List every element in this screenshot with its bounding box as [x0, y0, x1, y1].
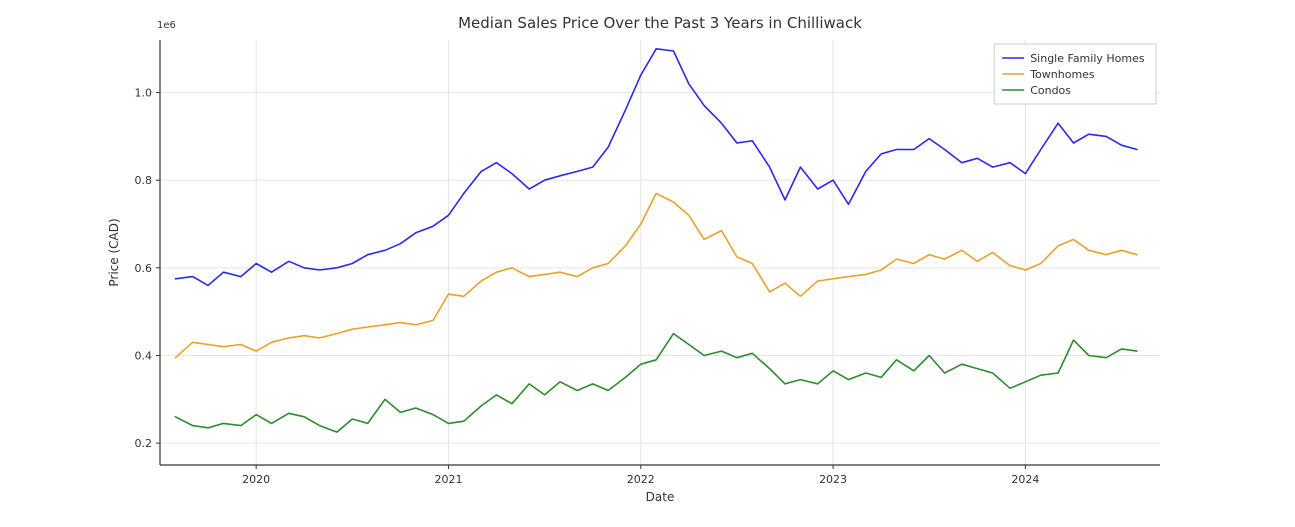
x-axis-label: Date	[646, 490, 675, 504]
legend-label: Townhomes	[1029, 68, 1095, 81]
y-tick-label: 0.8	[135, 174, 153, 187]
y-scale-label: 1e6	[157, 20, 176, 31]
x-tick-label: 2021	[434, 473, 462, 486]
chart-title: Median Sales Price Over the Past 3 Years…	[458, 14, 862, 32]
x-tick-label: 2024	[1011, 473, 1039, 486]
legend-label: Single Family Homes	[1030, 52, 1145, 65]
x-tick-label: 2022	[627, 473, 655, 486]
y-tick-label: 1.0	[135, 87, 153, 100]
x-tick-label: 2020	[242, 473, 270, 486]
x-tick-label: 2023	[819, 473, 847, 486]
y-tick-label: 0.6	[135, 262, 153, 275]
chart-container: 2020 2021 2022 2023 2024 0.2 0.4 0.6 0.8 1.0 Media…	[0, 0, 1295, 527]
y-tick-label: 0.4	[135, 349, 153, 362]
price-chart: 2020 2021 2022 2023 2024 0.2 0.4 0.6 0.8 1.0 Media…	[0, 0, 1295, 527]
legend-label: Condos	[1030, 84, 1071, 97]
y-axis-label: Price (CAD)	[107, 218, 121, 286]
y-tick-label: 0.2	[135, 437, 153, 450]
